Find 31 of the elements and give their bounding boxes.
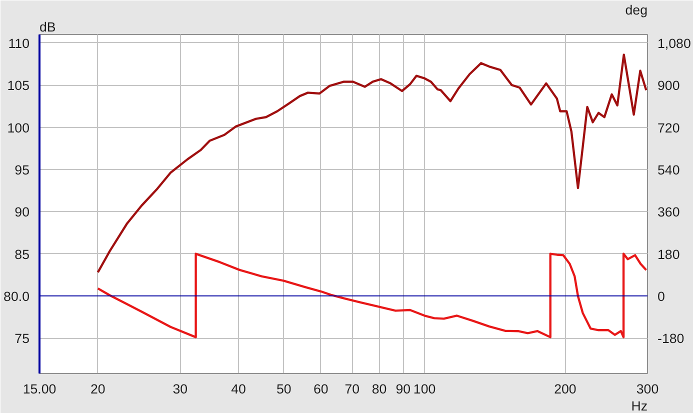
- x-tick-label: 100: [413, 382, 436, 396]
- x-tick-label: 20: [90, 382, 106, 396]
- y2-tick-label: 900: [658, 78, 680, 94]
- y-tick-label: 95: [14, 162, 30, 178]
- x-tick-label: 50: [276, 382, 292, 396]
- y-tick-label: 110: [8, 36, 30, 51]
- y2-axis-title: deg: [625, 2, 648, 18]
- x-tick-label: 30: [172, 382, 188, 396]
- y2-tick-label: 180: [658, 246, 680, 262]
- x-tick-label: 60: [313, 382, 328, 396]
- y-tick-label: 85: [14, 246, 30, 262]
- x-axis-title: Hz: [631, 398, 648, 413]
- x-tick-label: 200: [554, 382, 576, 396]
- x-tick-label: 80: [372, 382, 387, 396]
- y2-tick-label: -180: [658, 331, 684, 346]
- y2-tick-label: 0: [658, 288, 665, 304]
- y-axis-title: dB: [40, 20, 56, 34]
- y2-tick-label: 360: [658, 204, 680, 220]
- ref-line-label: 80.0: [4, 288, 30, 304]
- y-tick-label: 100: [7, 120, 30, 136]
- x-tick-label: 40: [231, 382, 246, 396]
- x-tick-label: 70: [344, 382, 360, 396]
- y2-tick-label: 1,080: [658, 36, 691, 51]
- y-tick-label: 90: [14, 204, 30, 220]
- y2-tick-label: 720: [658, 120, 680, 136]
- x-tick-label: 300: [636, 382, 659, 396]
- y2-tick-label: 540: [658, 162, 680, 178]
- y-tick-label: 105: [7, 78, 30, 94]
- x-tick-label: 90: [396, 382, 411, 396]
- y-tick-label: 75: [14, 331, 30, 346]
- x-tick-label: 15.00: [22, 382, 56, 396]
